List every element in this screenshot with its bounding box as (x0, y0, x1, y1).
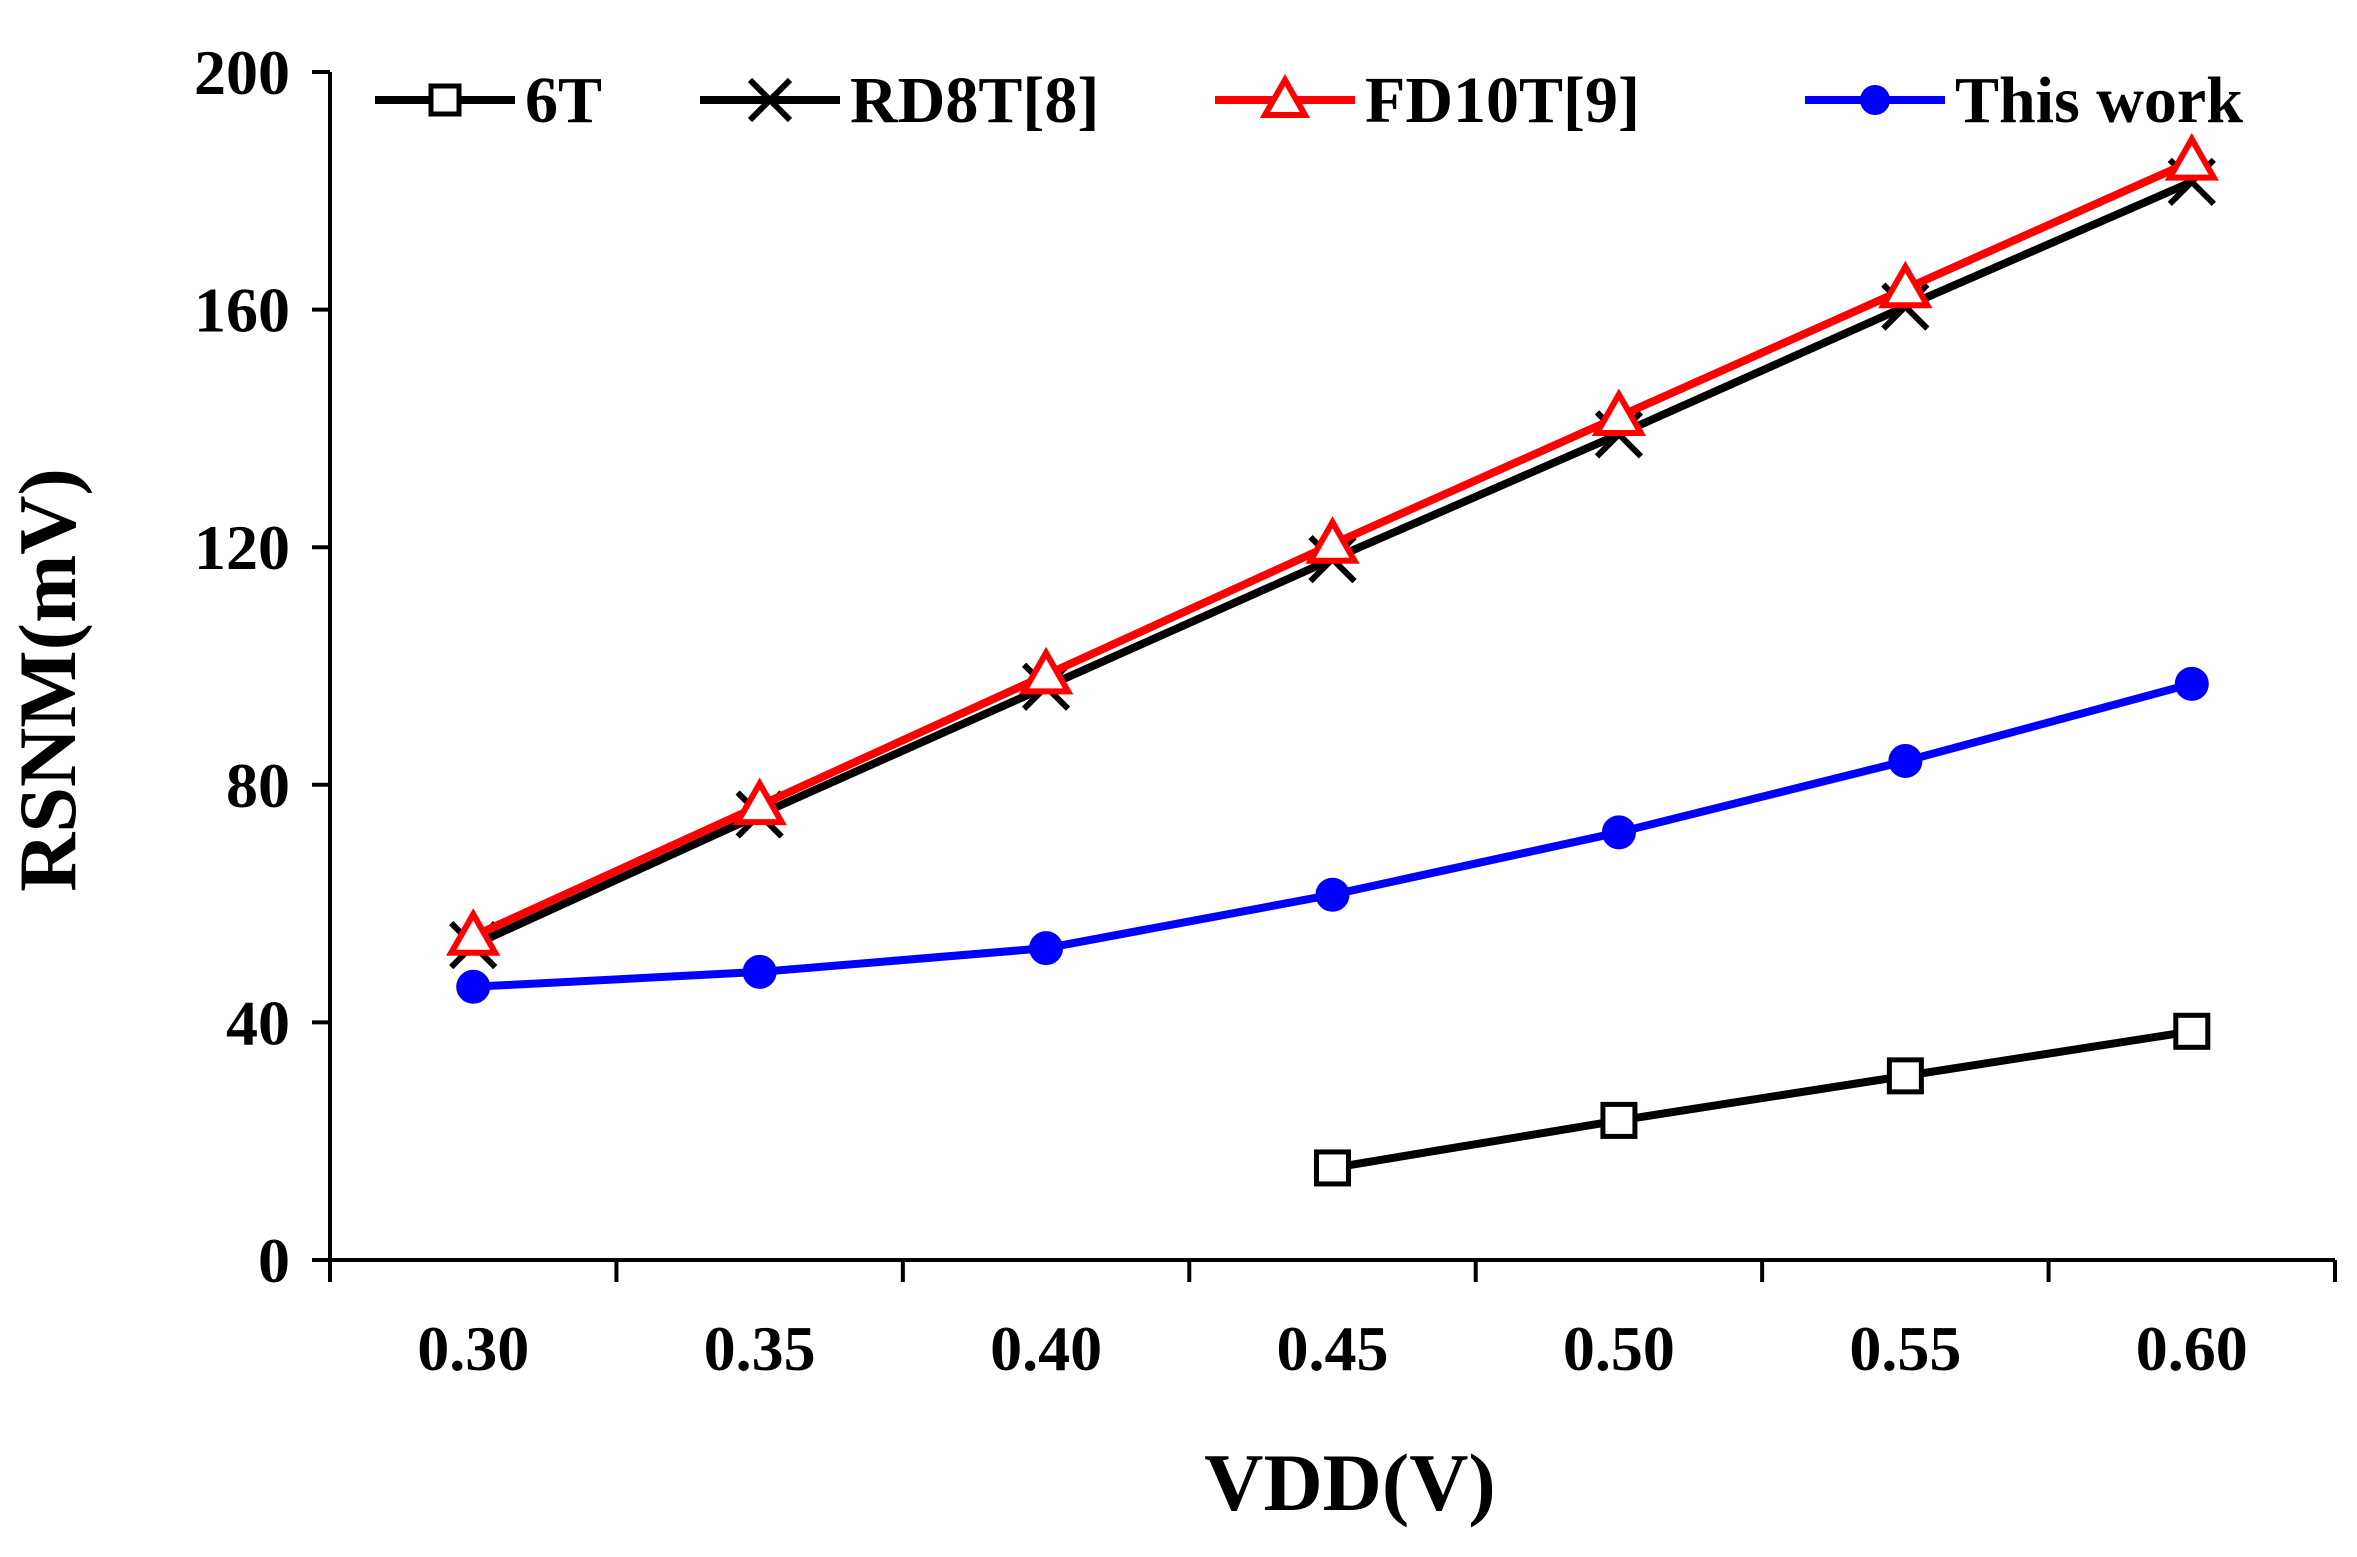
filled-circle-marker (742, 954, 777, 989)
series-line (1331, 1027, 2193, 1172)
legend-item: RD8T[8] (700, 64, 1099, 137)
legend: 6T RD8T[8] FD10T[9] This work (375, 64, 2243, 137)
y-tick-label: 160 (194, 275, 290, 346)
x-axis-title: VDD(V) (1204, 1437, 1495, 1528)
y-tick-label: 0 (258, 1225, 290, 1296)
filled-circle-marker (1860, 85, 1890, 115)
legend-label: RD8T[8] (850, 64, 1099, 137)
x-tick-label: 0.40 (990, 1313, 1102, 1384)
legend-label: This work (1955, 64, 2243, 137)
y-axis-title: RSNM(mV) (2, 468, 93, 892)
filled-circle-marker (1315, 877, 1350, 912)
y-tick-label: 80 (226, 750, 290, 821)
series-6t (1314, 1012, 2211, 1187)
series-this-work (456, 666, 2209, 1004)
series-layer (446, 133, 2219, 1187)
x-tick-label: 0.50 (1563, 1313, 1675, 1384)
y-tick-label: 40 (226, 987, 290, 1058)
open-square-marker (1886, 1057, 1924, 1095)
open-square-marker (2173, 1012, 2211, 1050)
open-triangle-marker (732, 777, 787, 826)
y-tick-label: 120 (194, 512, 290, 583)
open-square-marker (1314, 1149, 1351, 1187)
series-line (473, 679, 2193, 991)
filled-circle-marker (456, 969, 491, 1004)
x-tick-label: 0.55 (1849, 1313, 1961, 1384)
filled-circle-marker (1029, 931, 1064, 966)
x-cross-marker (747, 77, 793, 123)
filled-circle-marker (2174, 666, 2209, 701)
x-tick-label: 0.35 (704, 1313, 816, 1384)
legend-label: FD10T[9] (1365, 64, 1640, 137)
y-tick-label: 200 (194, 37, 290, 108)
axes: 0 40 80 120 160 200 0.30 0.35 0.40 0.45 0.50 0.55 0.… (194, 37, 2337, 1384)
open-square-marker (1600, 1101, 1638, 1139)
open-square-marker (428, 83, 462, 117)
legend-item: 6T (375, 64, 602, 137)
filled-circle-marker (1601, 815, 1636, 850)
open-triangle-marker (1018, 646, 1074, 695)
x-tick-label: 0.60 (2136, 1313, 2248, 1384)
legend-item: This work (1805, 64, 2243, 137)
legend-item: FD10T[9] (1215, 64, 1640, 137)
x-tick-label: 0.45 (1277, 1313, 1389, 1384)
series-fd10t-9- (446, 133, 2219, 956)
open-triangle-marker (1259, 73, 1311, 118)
open-triangle-marker (1591, 388, 1647, 437)
open-triangle-marker (1305, 516, 1360, 564)
x-tick-label: 0.30 (417, 1313, 529, 1384)
open-triangle-marker (1878, 260, 1933, 309)
open-triangle-marker (446, 908, 501, 956)
legend-label: 6T (525, 64, 602, 137)
filled-circle-marker (1888, 744, 1923, 779)
open-triangle-marker (2164, 133, 2219, 181)
